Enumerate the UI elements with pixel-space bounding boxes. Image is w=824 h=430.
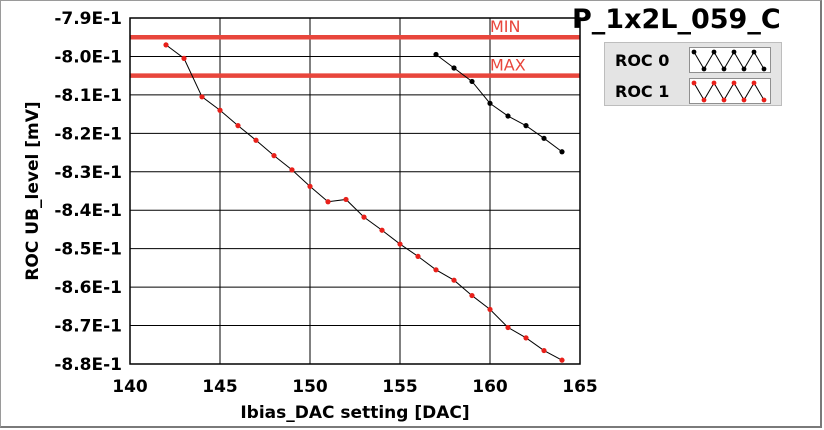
- data-point: [487, 306, 493, 313]
- tick-labels: 140 145 150 155 160 165 -7.9E-1 -8.0E-1 -8.1E-1 -…: [54, 9, 597, 397]
- y-axis-label: ROC UB_level [mV]: [23, 101, 43, 280]
- legend-swatch: [689, 47, 771, 73]
- legend-marker: [711, 49, 717, 55]
- data-point: [433, 267, 439, 273]
- legend-marker: [731, 49, 737, 55]
- legend-line: [693, 82, 765, 101]
- series-line-0: [435, 54, 563, 153]
- data-point: [397, 241, 403, 247]
- y-tick-label: -7.9E-1: [54, 9, 122, 29]
- x-tick-label: 160: [472, 377, 508, 397]
- series-line-1: [165, 44, 563, 361]
- legend-marker: [721, 97, 727, 103]
- data-point: [541, 347, 547, 354]
- data-point: [163, 42, 169, 48]
- legend: ROC 0 ROC 1: [604, 42, 782, 106]
- legend-label: ROC 1: [615, 82, 670, 101]
- legend-entry-roc1: ROC 1: [605, 76, 783, 106]
- legend-marker: [721, 66, 727, 72]
- legend-marker: [741, 97, 747, 103]
- y-tick-label: -8.5E-1: [54, 240, 122, 260]
- data-point: [343, 196, 349, 203]
- data-point: [199, 94, 205, 100]
- legend-marker: [701, 97, 707, 103]
- legend-marker: [741, 66, 747, 72]
- data-point: [559, 357, 565, 363]
- legend-line: [693, 51, 765, 70]
- y-tick-label: -8.6E-1: [54, 278, 122, 298]
- reference-label-max: MAX: [490, 56, 526, 75]
- legend-marker: [751, 80, 757, 86]
- data-point: [289, 167, 295, 173]
- legend-swatch: [689, 78, 771, 104]
- data-point: [415, 253, 421, 259]
- y-tick-label: -8.1E-1: [54, 86, 122, 106]
- data-point: [433, 51, 439, 58]
- legend-marker: [761, 66, 767, 72]
- x-tick-label: 165: [562, 377, 598, 397]
- data-point: [469, 78, 475, 85]
- data-point: [181, 55, 187, 61]
- y-tick-label: -8.8E-1: [54, 355, 122, 375]
- x-tick-label: 145: [202, 377, 238, 397]
- x-tick-label: 150: [292, 377, 328, 397]
- y-tick-label: -8.2E-1: [54, 124, 122, 144]
- data-point: [505, 324, 511, 331]
- x-tick-label: 155: [382, 377, 418, 397]
- data-point: [487, 100, 493, 106]
- legend-marker: [691, 80, 697, 86]
- series: [163, 42, 565, 363]
- legend-marker: [751, 49, 757, 55]
- x-axis-label: Ibias_DAC setting [DAC]: [240, 403, 469, 423]
- data-point: [235, 123, 241, 129]
- legend-marker: [731, 80, 737, 86]
- y-tick-label: -8.7E-1: [54, 317, 122, 337]
- legend-marker: [701, 66, 707, 72]
- legend-marker: [761, 97, 767, 103]
- data-point: [325, 199, 331, 205]
- data-point: [379, 227, 385, 233]
- y-tick-label: -8.0E-1: [54, 47, 122, 67]
- plot-area: [129, 17, 581, 365]
- legend-entry-roc0: ROC 0: [605, 45, 783, 75]
- legend-label: ROC 0: [615, 51, 670, 70]
- chart-title: P_1x2L_059_C: [572, 4, 781, 35]
- data-point: [451, 65, 457, 71]
- legend-marker: [711, 80, 717, 86]
- x-tick-label: 140: [112, 377, 148, 397]
- data-point: [361, 214, 367, 220]
- data-point: [505, 113, 511, 119]
- data-point: [541, 135, 547, 141]
- data-point: [559, 149, 565, 155]
- reference-lines: MIN MAX: [130, 17, 580, 78]
- legend-marker: [691, 49, 697, 55]
- data-point: [253, 137, 259, 143]
- data-point: [307, 183, 313, 189]
- data-point: [469, 292, 475, 299]
- y-tick-label: -8.4E-1: [54, 201, 122, 221]
- data-point: [217, 107, 223, 113]
- reference-label-min: MIN: [490, 17, 521, 36]
- data-point: [523, 335, 529, 341]
- data-point: [271, 153, 277, 159]
- data-point: [523, 123, 529, 129]
- data-point: [451, 277, 457, 283]
- y-tick-label: -8.3E-1: [54, 163, 122, 183]
